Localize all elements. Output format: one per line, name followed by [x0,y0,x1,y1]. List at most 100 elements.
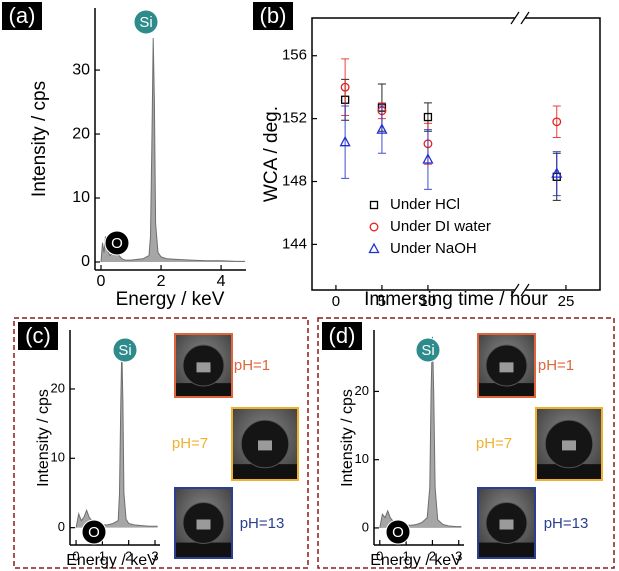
y-tick-label: 0 [58,519,65,534]
y-tick-label: 10 [355,451,369,466]
droplet-reflection [562,440,576,451]
spectrum-fill [379,336,462,528]
y-tick-label: 10 [51,450,65,465]
legend-label: Under DI water [390,218,491,235]
marker [551,167,563,178]
marker [422,153,434,164]
ph-label: pH=13 [240,515,285,532]
panel-label: (b) [260,3,287,28]
droplet-reflection [196,519,211,530]
y-tick-label: 156 [282,47,307,64]
y-tick-label: 20 [72,125,90,142]
x-tick-label: 1 [99,548,106,563]
panel-label: (a) [9,3,36,28]
x-axis-label: Energy / keV [116,289,225,310]
droplet-reflection [499,519,514,530]
x-tick-label: 0 [72,548,79,563]
peak-label: Si [139,14,152,31]
panel-frame [317,317,615,569]
axis-break-mark [510,283,520,297]
x-tick-label: 0 [376,548,383,563]
ph-label: pH=13 [544,515,589,532]
peak-label: Si [421,342,434,359]
droplet-floor [176,542,231,557]
droplet-floor [176,383,231,396]
y-axis-label: WCA / deg. [261,106,282,202]
axis-break-mark [520,11,530,25]
x-tick-label: 2 [157,273,166,290]
spectrum-line [379,336,462,528]
peak-badge [104,230,130,256]
x-axis-label: Immersing time / hour [364,289,548,310]
y-tick-label: 152 [282,110,307,127]
droplet-floor [479,383,534,396]
y-tick-label: 0 [81,253,90,270]
x-axis-label: Energy / keV [66,552,158,569]
panel-label-box [253,2,293,30]
peak-label: O [111,235,123,252]
x-tick-label: 0 [332,293,340,310]
ph-label: pH=1 [538,357,574,374]
ph-label: pH=7 [172,435,208,452]
y-axis-label: Intensity / cps [339,389,356,487]
peak-label: O [392,524,404,541]
x-axis-label: Energy / keV [370,552,462,569]
x-tick-label: 5 [378,293,386,310]
axis-break-mark [520,283,530,297]
droplet-floor [233,464,297,479]
y-axis-label: Intensity / cps [35,389,52,487]
x-tick-label: 1 [402,548,409,563]
legend-label: Under NaOH [390,240,477,257]
error-bar [377,105,386,154]
error-bar [341,105,350,179]
marker [339,135,351,147]
y-tick-label: 0 [362,519,369,534]
x-tick-label: 3 [455,548,462,563]
peak-badge [133,9,159,35]
marker [552,117,562,127]
ph-label: pH=1 [234,357,270,374]
x-tick-label: 0 [97,273,106,290]
plot-frame [311,17,601,291]
y-tick-label: 20 [355,383,369,398]
panel-label: (c) [25,323,51,348]
spectrum-fill [101,38,246,263]
panel-label-box [2,2,42,30]
panel-label-box [322,322,362,350]
peak-badge [81,519,107,545]
peak-label: Si [118,342,131,359]
panel-label: (d) [329,323,356,348]
peak-badge [415,337,441,363]
error-bar [552,151,561,197]
x-tick-label: 2 [125,548,132,563]
x-tick-label: 4 [217,273,226,290]
y-tick-label: 10 [72,189,90,206]
peak-label: O [88,524,100,541]
legend-marker [369,200,379,210]
panel-frame [13,317,309,569]
droplet-floor [479,542,534,557]
axis-break-gap [515,15,525,21]
marker [423,112,433,122]
y-tick-label: 30 [72,61,90,78]
droplet-reflection [196,362,211,373]
droplet-reflection [258,440,272,451]
x-tick-label: 3 [151,548,158,563]
error-bar [423,129,432,190]
spectrum-line [100,38,246,263]
error-bar [552,105,561,138]
panel-label-box [18,322,58,350]
marker [340,82,350,92]
axis-break-gap [515,287,525,293]
peak-badge [112,337,138,363]
peak-badge [385,519,411,545]
legend-marker [368,242,380,254]
ph-label: pH=7 [476,435,512,452]
x-tick-label: 25 [558,293,575,310]
legend-marker [369,222,379,232]
x-tick-label: 10 [420,293,437,310]
y-axis-label: Intensity / cps [29,81,50,197]
y-tick-label: 144 [282,235,307,252]
axis-break-mark [510,11,520,25]
